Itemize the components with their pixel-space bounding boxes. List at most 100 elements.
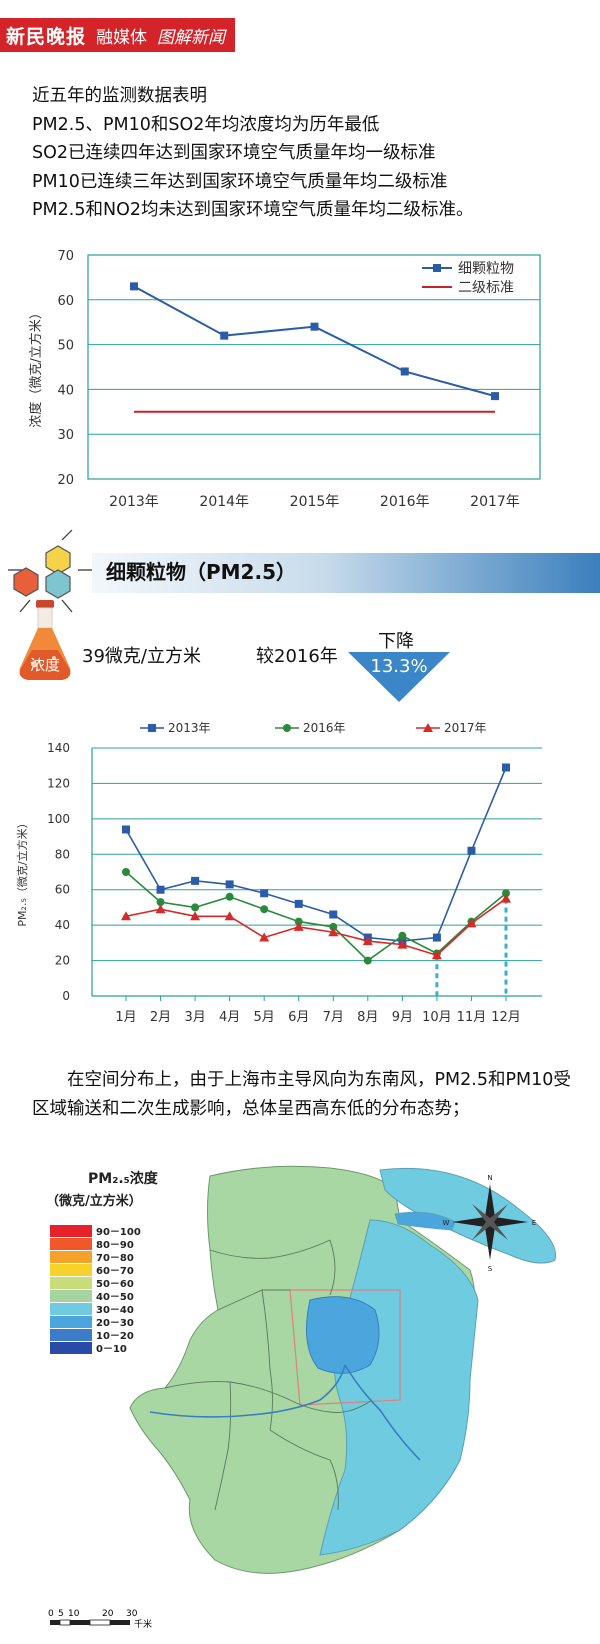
data-point <box>329 922 338 931</box>
legend-label: 二级标准 <box>458 280 514 296</box>
data-point <box>191 903 200 912</box>
data-point <box>398 931 407 940</box>
legend-label: 0－10 <box>96 1344 127 1355</box>
brand-banner: 新民晚报 融媒体 图解新闻 <box>0 18 236 52</box>
intro-line: SO2已连续四年达到国家环境空气质量年均一级标准 <box>32 143 436 163</box>
annual-trend-chart: 20 30 40 50 60 70 2013年 2014年 2015年 2016年 2017年 浓度（… <box>28 249 541 510</box>
data-point <box>467 846 476 855</box>
data-point <box>293 921 304 931</box>
y-tick-label: 50 <box>57 339 74 354</box>
legend-label: 40－50 <box>96 1292 134 1303</box>
brand-sub: 融媒体 <box>96 27 148 48</box>
section-title: 细颗粒物（PM2.5） <box>106 560 296 584</box>
y-tick-label: 120 <box>47 776 70 790</box>
badge-label: 浓度 <box>30 656 60 674</box>
data-point <box>122 868 130 876</box>
x-tick-label: 2016年 <box>380 494 430 510</box>
x-tick-label: 2015年 <box>290 494 340 510</box>
y-tick-label: 20 <box>55 954 70 968</box>
flask-icon: 浓度 <box>19 600 71 680</box>
map-legend: 90－100 80－90 70－80 60－70 50－60 40－50 30－40 20－3… <box>50 1225 141 1355</box>
data-point <box>502 763 510 772</box>
data-point <box>363 956 372 965</box>
data-point <box>220 331 229 340</box>
brand-column: 图解新闻 <box>157 27 226 48</box>
data-point <box>502 889 510 898</box>
intro-line: PM2.5和NO2均未达到国家环境空气质量年均二级标准。 <box>32 200 474 220</box>
legend-swatch <box>50 1329 92 1341</box>
y-tick-label: 140 <box>47 741 70 755</box>
map-legend-unit: （微克/立方米） <box>46 1193 142 1209</box>
scale-tick: 5 <box>58 1609 64 1619</box>
legend-swatch <box>50 1316 92 1328</box>
legend-label: 50－60 <box>96 1279 134 1290</box>
data-point <box>225 880 234 889</box>
scale-tick: 30 <box>126 1609 138 1619</box>
series-line-pm25 <box>133 285 496 398</box>
legend-marker <box>283 724 291 732</box>
y-tick-label: 0 <box>62 989 70 1003</box>
legend-swatch <box>50 1264 92 1276</box>
legend-label: 80－90 <box>96 1240 134 1251</box>
x-tick-label: 8月 <box>357 1010 378 1025</box>
data-point <box>400 367 409 376</box>
intro-line: PM10已连续三年达到国家环境空气质量年均二级标准 <box>32 171 448 192</box>
legend-label: 60－70 <box>96 1266 134 1277</box>
x-tick-label: 3月 <box>184 1010 205 1025</box>
data-point <box>191 876 200 885</box>
data-point <box>328 927 339 937</box>
series-line <box>125 767 507 942</box>
map-legend-title: PM₂.₅浓度 <box>88 1170 159 1187</box>
intro-line: PM2.5、PM10和SO2年均浓度均为历年最低 <box>32 114 380 135</box>
x-tick-label: 10月 <box>422 1010 452 1025</box>
x-tick-label: 9月 <box>392 1010 413 1025</box>
compass-n: N <box>487 1174 492 1182</box>
data-point <box>156 885 165 894</box>
compare-label: 较2016年 <box>256 646 338 667</box>
data-point <box>259 932 270 942</box>
scale-unit: 千米 <box>134 1618 152 1630</box>
data-point <box>431 950 442 960</box>
intro-line: 近五年的监测数据表明 <box>32 86 207 106</box>
legend-swatch <box>50 1290 92 1302</box>
pm25-map: PM₂.₅浓度 （微克/立方米） 90－10080－9070－8060－7050… <box>46 1165 557 1630</box>
legend-marker <box>423 723 433 732</box>
x-tick-label: 4月 <box>219 1010 240 1025</box>
y-tick-label: 60 <box>55 883 70 897</box>
legend-label: 2013年 <box>168 721 211 735</box>
y-tick-label: 20 <box>57 473 74 488</box>
x-tick-label: 2017年 <box>470 494 520 510</box>
legend-swatch <box>50 1238 92 1250</box>
data-point <box>491 392 499 401</box>
spatial-paragraph: 在空间分布上，由于上海市主导风向为东南风，PM2.5和PM10受区域输送和二次生… <box>32 1070 571 1119</box>
legend-label: 10－20 <box>96 1331 134 1342</box>
legend-swatch <box>50 1277 92 1289</box>
legend-label: 2017年 <box>444 721 487 735</box>
legend-label: 90－100 <box>96 1227 141 1238</box>
y-axis-label: PM₂.₅（微克/立方米） <box>15 817 29 926</box>
data-point <box>260 889 269 898</box>
monthly-chart: 0 20 40 60 80 100 120 140 1月 2月 3月 4月 5月 6月 7月 8月 9月 10月 1… <box>15 721 542 1025</box>
y-tick-label: 30 <box>57 428 74 443</box>
scale-tick: 20 <box>102 1609 114 1619</box>
series-line <box>125 871 507 962</box>
y-tick-label: 40 <box>55 918 70 932</box>
legend-label: 细颗粒物 <box>458 261 514 277</box>
legend-swatch <box>50 1342 92 1354</box>
compass-icon: N S E W <box>443 1174 537 1273</box>
decrease-label: 下降 <box>378 631 414 652</box>
data-point <box>225 892 234 901</box>
data-point <box>294 917 303 926</box>
y-tick-label: 40 <box>57 383 74 398</box>
legend-label: 70－80 <box>96 1253 134 1264</box>
concentration-value: 39微克/立方米 <box>82 646 201 667</box>
y-tick-label: 80 <box>55 847 70 861</box>
legend-label: 20－30 <box>96 1318 134 1329</box>
decrease-value: 13.3% <box>370 656 428 677</box>
scale-tick: 0 <box>48 1609 54 1619</box>
legend-swatch <box>50 1225 92 1237</box>
x-tick-label: 2013年 <box>109 494 159 510</box>
data-point <box>155 904 166 914</box>
y-tick-label: 70 <box>57 249 74 264</box>
data-point <box>362 936 373 946</box>
